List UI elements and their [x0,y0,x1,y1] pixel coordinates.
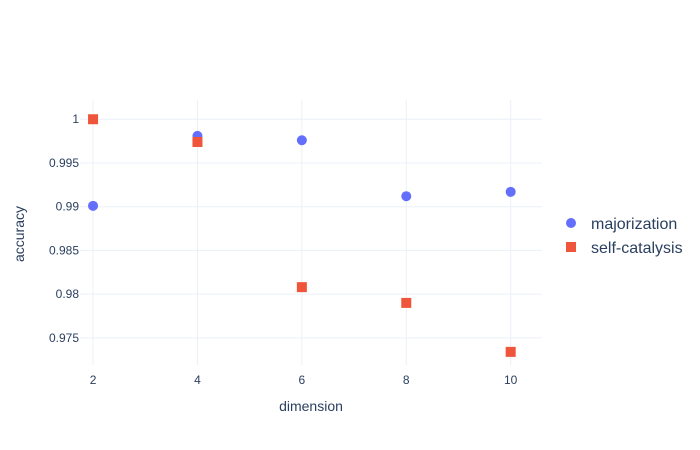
legend-marker-majorization [566,218,576,228]
point-self-catalysis[interactable] [505,346,516,357]
x-tick-label: 8 [403,373,410,387]
gridlines [80,100,542,365]
legend-label-majorization: majorization [591,216,677,233]
y-tick-label: 1 [72,112,79,126]
x-tick-label: 10 [504,373,518,387]
y-tick-label: 0.985 [49,243,79,257]
data-points [88,114,516,357]
point-self-catalysis[interactable] [192,136,203,147]
point-majorization[interactable] [88,200,99,211]
legend-label-self-catalysis: self-catalysis [591,240,683,257]
legend-marker-self-catalysis [566,242,576,252]
legend-item-self-catalysis[interactable]: self-catalysis [566,240,683,257]
x-axis-title: dimension [279,398,343,414]
legend: majorization self-catalysis [566,216,683,257]
point-self-catalysis[interactable] [401,297,412,308]
y-tick-label: 0.975 [49,331,79,345]
y-tick-label: 0.995 [49,156,79,170]
point-majorization[interactable] [505,186,516,197]
y-axis-ticks: 0.975 0.98 0.985 0.99 0.995 1 [49,112,79,345]
y-axis-title: accuracy [11,206,27,262]
point-self-catalysis[interactable] [296,282,307,293]
y-tick-label: 0.98 [56,287,80,301]
legend-item-majorization[interactable]: majorization [566,216,677,233]
y-tick-label: 0.99 [56,200,80,214]
x-tick-label: 4 [194,373,201,387]
x-tick-label: 2 [90,373,97,387]
point-self-catalysis[interactable] [88,114,99,125]
point-majorization[interactable] [296,135,307,146]
x-axis-ticks: 2 4 6 8 10 [90,373,518,387]
point-majorization[interactable] [401,191,412,202]
x-tick-label: 6 [299,373,306,387]
